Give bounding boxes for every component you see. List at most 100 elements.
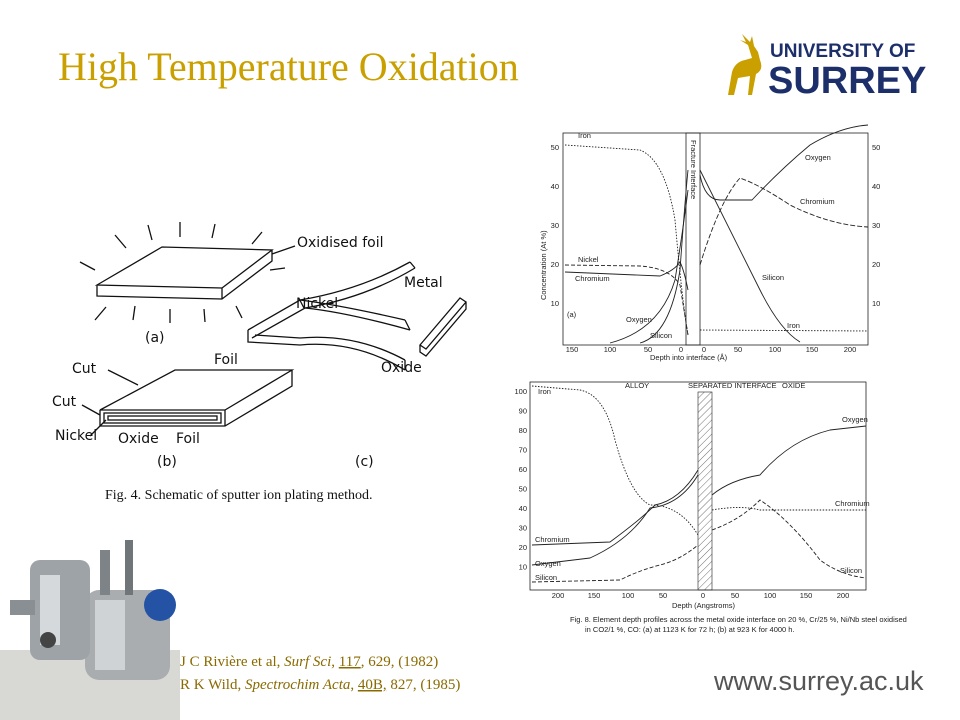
- axis-label: Concentration (At %): [539, 230, 548, 300]
- footer-url: www.surrey.ac.uk: [713, 666, 924, 696]
- curve-label: Silicon: [762, 273, 784, 282]
- x-tick-label: 200: [844, 345, 857, 354]
- curve-label: Nickel: [578, 255, 599, 264]
- y-tick-label: 10: [551, 299, 559, 308]
- label: Nickel: [296, 296, 338, 312]
- label: Cut: [72, 361, 97, 377]
- panel-label: (a): [567, 310, 577, 319]
- x-tick-label: 50: [734, 345, 742, 354]
- label: Oxide: [118, 431, 159, 447]
- x-tick-label: 150: [800, 591, 813, 600]
- curve-label: Iron: [538, 387, 551, 396]
- curve-label: Oxygen: [535, 559, 561, 568]
- x-tick-label: 50: [731, 591, 739, 600]
- references: J C Rivière et al, Surf Sci, 117, 629, (…: [180, 654, 460, 693]
- label: (c): [355, 454, 374, 470]
- label: (b): [157, 454, 177, 470]
- label: Metal: [404, 275, 443, 291]
- y-tick-label: 20: [872, 260, 880, 269]
- x-tick-label: 100: [604, 345, 617, 354]
- x-tick-label: 150: [566, 345, 579, 354]
- curve-label: Chromium: [535, 535, 570, 544]
- curve-label: Oxygen: [805, 153, 831, 162]
- x-tick-label: 0: [679, 345, 683, 354]
- slide-title: High Temperature Oxidation: [58, 44, 519, 89]
- y-tick-label: 20: [551, 260, 559, 269]
- schematic-figure: Oxidised foil (a) Nickel Metal Foil Oxid…: [52, 222, 467, 503]
- label: Foil: [214, 352, 238, 368]
- curve-label: Chromium: [835, 499, 870, 508]
- curve-label: Chromium: [800, 197, 835, 206]
- ref-volume: 117: [339, 654, 361, 670]
- y-tick-label: 100: [514, 387, 527, 396]
- curve-label: Silicon: [650, 331, 672, 340]
- y-tick-label: 50: [551, 143, 559, 152]
- y-tick-label: 10: [519, 563, 527, 572]
- y-tick-label: 60: [519, 465, 527, 474]
- x-tick-label: 100: [764, 591, 777, 600]
- x-tick-label: 150: [806, 345, 819, 354]
- logo-text: SURREY: [768, 60, 926, 102]
- label: Oxidised foil: [297, 235, 384, 251]
- equipment-image: [0, 540, 180, 720]
- ref-journal: Surf Sci: [284, 654, 331, 670]
- label: Foil: [176, 431, 200, 447]
- reference: J C Rivière et al, Surf Sci, 117, 629, (…: [180, 654, 438, 670]
- x-tick-label: 0: [702, 345, 706, 354]
- label: Nickel: [55, 428, 97, 444]
- y-tick-label: 70: [519, 446, 527, 455]
- y-tick-label: 10: [872, 299, 880, 308]
- reference: R K Wild, Spectrochim Acta, 40B, 827, (1…: [180, 677, 460, 693]
- x-tick-label: 150: [588, 591, 601, 600]
- axis-label: Depth (Angstroms): [672, 601, 735, 610]
- logo-text: UNIVERSITY OF: [770, 41, 915, 62]
- y-tick-label: 50: [872, 143, 880, 152]
- y-tick-label: 30: [872, 221, 880, 230]
- y-tick-label: 40: [872, 182, 880, 191]
- y-tick-label: 90: [519, 407, 527, 416]
- ref-volume: 40B,: [358, 677, 387, 693]
- curve-label: Silicon: [535, 573, 557, 582]
- y-tick-label: 30: [551, 221, 559, 230]
- label: Oxide: [381, 360, 422, 376]
- y-tick-label: 80: [519, 426, 527, 435]
- interface-label: Fracture Interface: [689, 140, 698, 199]
- y-tick-label: 20: [519, 543, 527, 552]
- curve-label: Oxygen: [842, 415, 868, 424]
- ref-text: 827, (1985): [387, 677, 461, 693]
- ref-text: ,: [331, 654, 339, 670]
- x-tick-label: 200: [837, 591, 850, 600]
- x-tick-label: 50: [644, 345, 652, 354]
- ref-text: , 629, (1982): [361, 654, 439, 670]
- x-tick-label: 200: [552, 591, 565, 600]
- region-label: OXIDE: [782, 381, 805, 390]
- label: (a): [145, 330, 165, 346]
- region-label: ALLOY: [625, 381, 649, 390]
- depth-profile-a: Iron Nickel Chromium Oxygen Silicon Oxyg…: [539, 124, 880, 362]
- logo: UNIVERSITY OF SURREY: [728, 34, 926, 102]
- x-tick-label: 0: [701, 591, 705, 600]
- x-tick-label: 50: [659, 591, 667, 600]
- ref-journal: Spectrochim Acta: [245, 677, 350, 693]
- figure-caption: Fig. 4. Schematic of sputter ion plating…: [105, 488, 373, 503]
- label: Cut: [52, 394, 77, 410]
- region-label: SEPARATED INTERFACE: [688, 381, 777, 390]
- y-tick-label: 50: [519, 485, 527, 494]
- x-tick-label: 100: [769, 345, 782, 354]
- axis-label: Depth into interface (Å): [650, 353, 728, 362]
- y-tick-label: 30: [519, 524, 527, 533]
- curve-label: Oxygen: [626, 315, 652, 324]
- ref-text: J C Rivière et al,: [180, 654, 284, 670]
- curve-label: Iron: [787, 321, 800, 330]
- y-tick-label: 40: [551, 182, 559, 191]
- curve-label: Chromium: [575, 274, 610, 283]
- ref-text: ,: [350, 677, 358, 693]
- y-tick-label: 40: [519, 504, 527, 513]
- figure-caption: Fig. 8. Element depth profiles across th…: [570, 615, 907, 624]
- depth-profile-b: Iron Chromium Oxygen Silicon Oxygen Chro…: [514, 381, 906, 634]
- curve-label: Silicon: [840, 566, 862, 575]
- ref-text: R K Wild,: [180, 677, 245, 693]
- stag-icon: [728, 34, 762, 95]
- x-tick-label: 100: [622, 591, 635, 600]
